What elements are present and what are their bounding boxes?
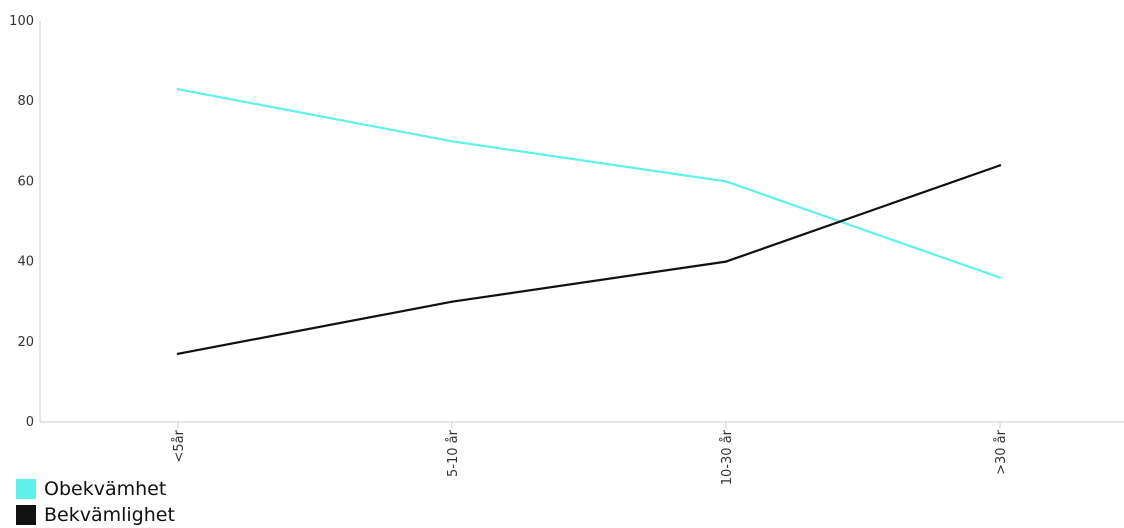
legend-swatch-obekvamhet [16,479,36,499]
y-tick-label: 20 [17,335,34,350]
y-tick-label: 40 [17,255,34,270]
series-line-bekvamlighet [177,164,1001,355]
legend: Obekvämhet Bekvämlighet [16,476,175,528]
x-tick-label: 5-10 år [446,429,461,477]
legend-swatch-bekvamlighet [16,505,36,525]
legend-label-obekvamhet: Obekvämhet [44,478,167,500]
y-tick-label: 80 [17,94,34,109]
data-point-obekvamhet [450,140,454,143]
data-point-bekvamlighet [176,352,180,356]
y-axis-ticks: 0 20 40 60 80 100 [9,14,34,430]
x-tick-label: <5år [172,429,187,462]
data-point-bekvamlighet [450,300,454,303]
legend-label-bekvamlighet: Bekvämlighet [44,504,175,526]
y-tick-label: 60 [17,174,34,189]
legend-item-bekvamlighet: Bekvämlighet [16,502,175,528]
series-lines [176,87,1002,356]
x-axis-ticks: <5år 5-10 år 10-30 år >30 år [172,422,1009,485]
data-point-obekvamhet [724,180,728,183]
x-tick-label: >30 år [994,429,1009,475]
data-point-bekvamlighet [998,164,1002,167]
data-point-bekvamlighet [724,260,728,263]
y-tick-label: 100 [9,14,34,29]
y-tick-label: 0 [26,415,34,430]
legend-item-obekvamhet: Obekvämhet [16,476,175,502]
data-point-obekvamhet [176,87,180,91]
series-line-obekvamhet [177,88,1001,279]
data-point-obekvamhet [998,276,1002,279]
x-tick-label: 10-30 år [720,429,735,485]
